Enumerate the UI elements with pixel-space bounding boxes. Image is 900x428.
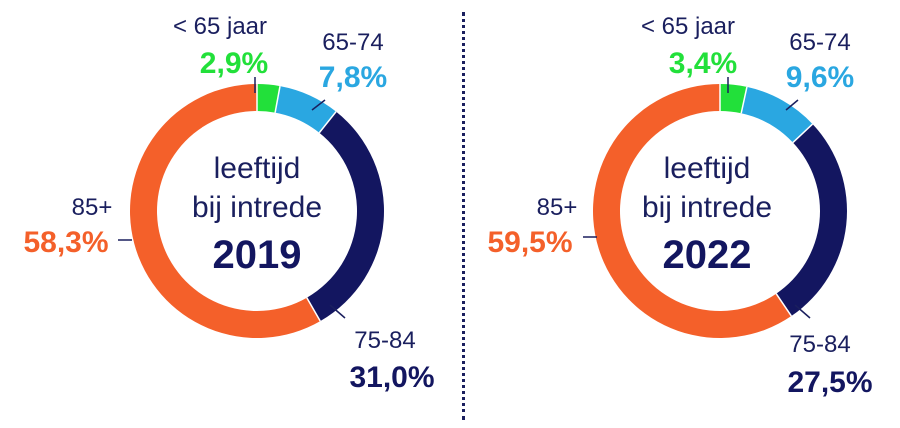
center-year: 2022 <box>663 233 752 277</box>
label-65-74: 65-74 <box>789 29 850 56</box>
value-75-84: 27,5% <box>787 366 872 399</box>
slice-under65 <box>720 84 747 114</box>
slice-separator <box>775 293 793 317</box>
slice-under65 <box>257 84 281 113</box>
slice-separator <box>792 123 814 144</box>
slice-separator <box>306 297 321 322</box>
leader-line <box>311 99 326 111</box>
value-75-84: 31,0% <box>349 361 434 394</box>
slice-85plus <box>130 84 321 338</box>
label-75-84: 75-84 <box>354 327 415 354</box>
label-75-84: 75-84 <box>789 331 850 358</box>
slice-separator <box>274 85 281 113</box>
leader-lines <box>118 77 346 319</box>
center-year: 2019 <box>213 233 302 277</box>
leader-lines <box>583 77 811 319</box>
label-85plus: 85+ <box>537 194 578 221</box>
label-85plus: 85+ <box>72 194 113 221</box>
donut-chart-2019: leeftijd bij intrede 2019 < 65 jaar 2,9%… <box>23 13 434 394</box>
value-under65: 2,9% <box>200 47 268 80</box>
leader-line <box>785 99 799 111</box>
slice-75-84 <box>776 124 847 317</box>
value-65-74: 9,6% <box>786 61 854 94</box>
slice-65-74 <box>741 86 813 143</box>
slice-75-84 <box>306 111 384 322</box>
slices <box>593 84 847 338</box>
slice-separator <box>318 111 337 134</box>
leader-line <box>329 304 346 319</box>
value-65-74: 7,8% <box>319 61 387 94</box>
slices <box>130 84 384 338</box>
label-65-74: 65-74 <box>322 29 383 56</box>
center-line1: leeftijd <box>664 152 751 185</box>
value-85plus: 59,5% <box>487 226 572 259</box>
donut-chart-2022: leeftijd bij intrede 2022 < 65 jaar 3,4%… <box>487 13 872 399</box>
center-line2: bij intrede <box>192 191 322 224</box>
value-85plus: 58,3% <box>23 226 108 259</box>
label-under65: < 65 jaar <box>173 13 267 40</box>
slice-separator <box>740 86 748 114</box>
slice-85plus <box>593 84 792 338</box>
slice-65-74 <box>275 86 337 133</box>
center-line1: leeftijd <box>214 152 301 185</box>
center-line2: bij intrede <box>642 191 772 224</box>
leader-line <box>794 304 811 319</box>
divider-dotted-line <box>462 12 465 420</box>
label-under65: < 65 jaar <box>641 13 735 40</box>
value-under65: 3,4% <box>669 47 737 80</box>
